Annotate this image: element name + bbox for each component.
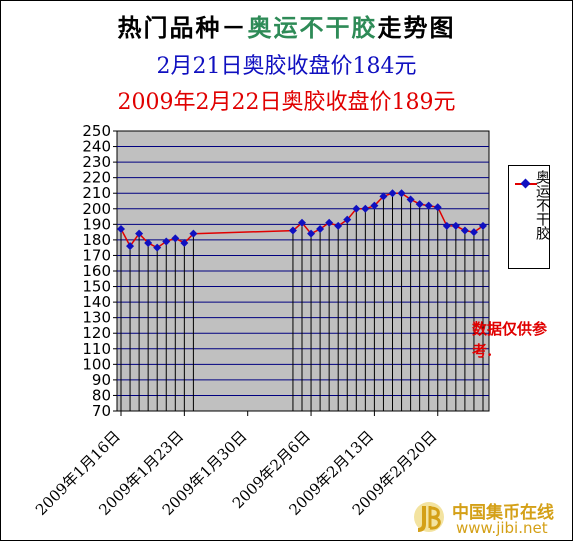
logo-mark-icon [414, 502, 444, 532]
data-point [415, 200, 424, 209]
y-tick-label: 230 [82, 153, 111, 171]
chart-title: 热门品种－奥运不干胶走势图 [0, 8, 573, 43]
data-point [180, 239, 189, 247]
data-point [325, 218, 334, 227]
data-point [460, 226, 469, 235]
data-point [288, 226, 297, 235]
y-tick-label: 200 [82, 200, 111, 218]
y-tick-label: 80 [92, 386, 111, 404]
data-point [479, 221, 487, 230]
y-tick-label: 140 [82, 293, 111, 311]
y-tick-label: 190 [82, 215, 111, 233]
y-tick-label: 120 [82, 324, 111, 342]
data-point [153, 243, 162, 252]
data-point [424, 201, 433, 210]
title-highlight: 奥运不干胶 [247, 14, 378, 42]
site-logo[interactable]: 中国集币在线 www.jibi.net [412, 498, 562, 538]
data-point [334, 221, 343, 230]
data-point [352, 204, 361, 213]
logo-name: 中国集币在线 [452, 503, 554, 523]
y-tick-label: 90 [92, 371, 111, 389]
y-tick-label: 70 [92, 402, 111, 420]
data-point [162, 237, 171, 246]
data-point [397, 189, 406, 198]
data-point [316, 225, 325, 233]
data-point [343, 215, 352, 224]
disclaimer-note: 数据仅供参考. [472, 320, 548, 360]
data-point [126, 242, 135, 251]
data-point [442, 221, 451, 230]
subtitle-feb21: 2月21日奥胶收盘价184元 [156, 54, 417, 79]
data-point [307, 229, 316, 238]
data-point [144, 239, 153, 247]
y-tick-label: 110 [82, 340, 111, 358]
data-point [361, 204, 370, 213]
y-tick-label: 150 [82, 278, 111, 296]
y-tick-label: 250 [82, 122, 111, 140]
y-tick-label: 160 [82, 262, 111, 280]
data-point [298, 218, 306, 227]
subtitle-feb22: 2009年2月22日奥胶收盘价189元 [117, 90, 456, 115]
data-point [370, 201, 379, 210]
data-point [433, 203, 442, 212]
data-point [469, 228, 478, 237]
data-point [189, 229, 198, 238]
y-tick-label: 240 [82, 138, 111, 156]
data-point [117, 225, 125, 233]
legend: 奥运不干胶 [508, 165, 550, 269]
data-point [379, 192, 388, 201]
y-tick-label: 220 [82, 169, 111, 187]
legend-series-label: 奥运不干胶 [534, 170, 550, 240]
y-tick-label: 210 [82, 184, 111, 202]
data-point [135, 229, 144, 238]
legend-marker-swatch [520, 178, 531, 189]
y-tick-label: 130 [82, 309, 111, 327]
data-point [388, 189, 397, 198]
title-suffix: 走势图 [377, 14, 456, 42]
data-point [451, 221, 460, 230]
y-tick-label: 170 [82, 246, 111, 264]
data-point [171, 234, 180, 243]
y-tick-label: 100 [82, 355, 111, 373]
logo-url: www.jibi.net [456, 519, 548, 537]
data-point [406, 195, 415, 204]
y-tick-label: 180 [82, 231, 111, 249]
title-prefix: 热门品种－ [117, 14, 248, 42]
